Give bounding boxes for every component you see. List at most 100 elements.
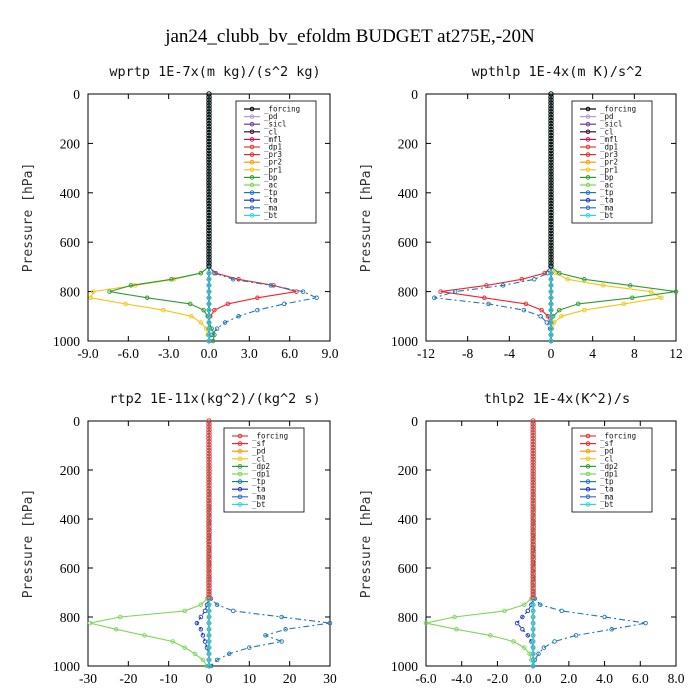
legend-marker — [585, 471, 591, 477]
series-point — [557, 270, 562, 276]
y-tick-label: 400 — [398, 512, 419, 527]
zero-marker — [206, 438, 212, 445]
legend-entry: _forcing — [252, 432, 288, 441]
x-tick-label: 2.0 — [560, 671, 577, 686]
legend-entry: _forcing — [600, 105, 636, 114]
series-point — [255, 307, 260, 313]
series-point — [212, 332, 217, 338]
zero-marker — [530, 559, 536, 565]
y-tick-label: 600 — [60, 561, 81, 576]
zero-marker — [206, 509, 212, 515]
series-point — [206, 270, 212, 276]
series-point — [198, 627, 204, 632]
zero-marker — [548, 150, 554, 156]
zero-marker — [548, 200, 554, 207]
legend-entry: _mfl — [264, 135, 282, 144]
series-point — [294, 289, 299, 294]
series-point — [502, 608, 507, 614]
zero-marker — [548, 168, 554, 174]
zero-marker — [548, 209, 554, 216]
zero-marker — [206, 571, 212, 577]
zero-marker — [206, 209, 212, 216]
x-tick-label: -4 — [504, 346, 515, 361]
legend-marker — [237, 494, 243, 500]
zero-marker — [530, 447, 536, 454]
series-point — [548, 277, 554, 282]
zero-marker — [530, 580, 536, 586]
legend-entry: _cl — [264, 127, 278, 136]
zero-marker — [206, 518, 212, 524]
legend-marker — [585, 197, 591, 203]
legend-marker — [585, 106, 591, 112]
zero-marker — [206, 260, 212, 266]
zero-marker — [206, 156, 212, 162]
series-point — [206, 639, 212, 644]
zero-marker — [206, 174, 212, 180]
legend: _forcing_sf_pd_cl_dp2_dp1_tp_ta_ma_bt — [223, 427, 305, 513]
series-point — [212, 307, 217, 313]
zero-marker — [530, 421, 536, 427]
zero-marker — [548, 227, 554, 234]
x-tick-label: 20 — [283, 671, 297, 686]
zero-marker — [206, 242, 212, 248]
series-point — [548, 338, 554, 344]
legend-marker — [585, 448, 591, 454]
zero-marker — [206, 574, 212, 580]
legend-entry: _sf — [600, 439, 614, 448]
series-point — [327, 620, 333, 626]
legend-entry: _bt — [252, 500, 266, 509]
series-point — [521, 307, 527, 313]
x-tick-label: 0 — [206, 671, 213, 686]
zero-marker — [548, 248, 554, 254]
y-axis-label: Pressure [hPa] — [21, 489, 36, 599]
series-point — [212, 270, 217, 276]
zero-marker — [206, 556, 212, 562]
x-tick-label: -10 — [160, 671, 178, 686]
series-point — [482, 295, 487, 301]
zero-marker — [206, 565, 212, 571]
series-point — [123, 301, 128, 307]
series-point — [548, 301, 554, 307]
series-point — [214, 657, 220, 663]
series-point — [236, 277, 241, 282]
zero-marker — [530, 577, 536, 583]
zero-marker — [206, 433, 212, 439]
zero-marker — [206, 239, 212, 245]
legend-marker — [585, 456, 591, 462]
series-point — [206, 326, 212, 331]
legend-marker — [237, 479, 243, 484]
zero-marker — [206, 135, 212, 142]
series-point — [279, 639, 284, 644]
zero-marker — [206, 418, 212, 424]
zero-marker — [206, 427, 212, 433]
zero-marker — [548, 103, 554, 109]
zero-marker — [530, 430, 536, 436]
legend-entry: _pr1 — [600, 165, 618, 174]
series-point — [432, 295, 437, 301]
zero-marker — [530, 541, 536, 548]
legend-marker — [249, 167, 255, 173]
x-tick-label: 4 — [589, 346, 596, 361]
x-tick-label: 10 — [243, 671, 257, 686]
zero-marker — [530, 518, 536, 524]
series-point — [530, 651, 536, 657]
zero-marker — [206, 236, 212, 242]
zero-marker — [206, 435, 212, 442]
series-point — [206, 289, 212, 294]
series-point — [206, 663, 212, 669]
legend-entry: _ta — [600, 485, 614, 494]
zero-marker — [548, 236, 554, 242]
y-tick-label: 1000 — [391, 334, 418, 349]
legend-marker — [249, 197, 255, 203]
zero-marker — [206, 109, 212, 115]
series-point — [520, 614, 525, 620]
y-tick-label: 1000 — [53, 334, 80, 349]
zero-marker — [530, 488, 536, 495]
series-line-bp — [109, 94, 215, 342]
series-point — [142, 633, 147, 638]
zero-marker — [548, 221, 554, 228]
legend-marker — [237, 441, 243, 446]
y-tick-label: 800 — [398, 610, 419, 625]
zero-marker — [206, 424, 212, 430]
zero-marker — [206, 582, 212, 589]
